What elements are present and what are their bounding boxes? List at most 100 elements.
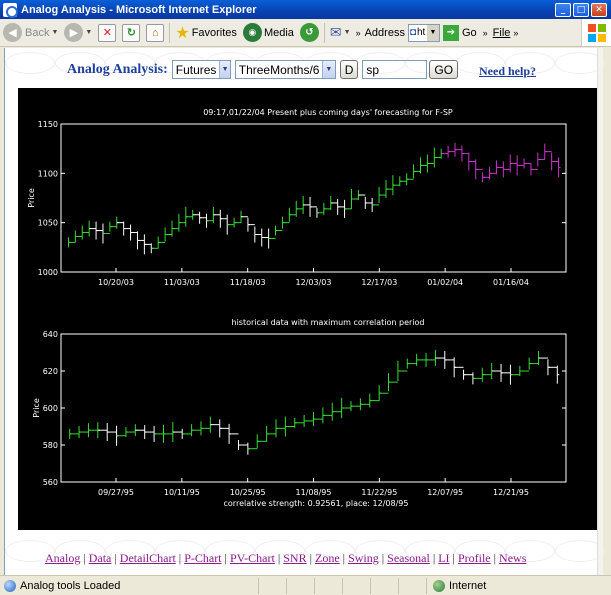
chart2-footer: correlative strength: 0.92561, place: 12… <box>224 499 409 508</box>
address-bar[interactable]: ◘ ht ▼ <box>407 23 440 42</box>
y-tick-label: 620 <box>43 367 58 376</box>
window-title: Analog Analysis - Microsoft Internet Exp… <box>21 3 257 16</box>
windows-logo-icon <box>581 19 611 46</box>
security-zone: Internet <box>426 577 486 594</box>
file-menu[interactable]: File <box>492 26 511 39</box>
scrollbar[interactable] <box>597 48 603 575</box>
go-submit-button[interactable]: GO <box>429 60 459 79</box>
nav-link-analog[interactable]: Analog <box>45 551 81 565</box>
y-tick-label: 1050 <box>38 219 58 228</box>
nav-link-profile[interactable]: Profile <box>457 551 491 565</box>
forward-button[interactable]: ▶ ▼ <box>61 21 95 45</box>
help-link[interactable]: Need help? <box>479 64 536 78</box>
x-tick-label: 09/27/95 <box>98 488 134 497</box>
watermark-ellipse <box>455 540 505 562</box>
brand-label: Analog Analysis: <box>67 61 168 77</box>
watermark-ellipse <box>105 52 155 74</box>
browser-toolbar: ◀ Back ▼ ▶ ▼ ✕ ↻ ⌂ ★ Favorites ◉ Media ↺… <box>0 19 611 47</box>
link-separator: | <box>432 551 436 565</box>
link-separator: | <box>493 551 497 565</box>
minimize-button[interactable]: _ <box>555 2 571 17</box>
y-tick-label: 1100 <box>38 169 58 178</box>
address-label: Address <box>364 26 405 39</box>
home-icon: ⌂ <box>146 23 165 42</box>
media-button[interactable]: ◉ Media <box>240 21 297 45</box>
x-tick-label: 10/20/03 <box>98 278 134 287</box>
chart2-x-ticks: 09/27/95 10/11/95 10/25/95 11/08/95 11/22/95… <box>98 478 529 497</box>
watermark-ellipse <box>55 540 105 562</box>
watermark-ellipse <box>505 52 555 74</box>
mail-icon: ✉ <box>329 24 342 40</box>
watermark-ellipse <box>205 540 255 562</box>
chevron-down-icon[interactable]: ▼ <box>426 24 439 41</box>
x-tick-label: 12/21/95 <box>493 488 529 497</box>
link-separator: | <box>224 551 227 565</box>
toolbar-overflow-icon[interactable]: » <box>482 27 488 38</box>
status-bar: Analog tools Loaded Internet <box>0 575 611 595</box>
d-button[interactable]: D <box>339 60 359 79</box>
watermark-ellipse <box>155 540 205 562</box>
x-tick-label: 11/18/03 <box>230 278 266 287</box>
status-text: Analog tools Loaded <box>20 579 121 592</box>
link-separator: | <box>277 551 281 565</box>
charts-svg: 09:17,01/22/04 Present plus coming days'… <box>27 108 567 508</box>
nav-link-pv-chart[interactable]: PV-Chart <box>229 551 275 565</box>
chart1-ylabel: Price <box>27 188 36 208</box>
watermark-ellipse <box>405 540 455 562</box>
y-tick-label: 1000 <box>38 268 58 277</box>
home-button[interactable]: ⌂ <box>143 21 167 45</box>
nav-link-seasonal[interactable]: Seasonal <box>387 551 430 565</box>
chart2-series <box>69 350 560 455</box>
nav-link-snr[interactable]: SNR <box>283 551 307 565</box>
y-tick-label: 1150 <box>38 120 58 129</box>
toolbar-divider <box>323 22 325 43</box>
back-arrow-icon: ◀ <box>3 23 22 42</box>
maximize-button[interactable]: □ <box>573 2 589 17</box>
x-tick-label: 12/17/03 <box>361 278 397 287</box>
ie-page-icon <box>4 579 16 592</box>
nav-link-detailchart[interactable]: DetailChart <box>119 551 176 565</box>
nav-link-news[interactable]: News <box>499 551 527 565</box>
chevron-down-icon: ▼ <box>343 29 351 36</box>
nav-link-li[interactable]: LI <box>438 551 450 565</box>
history-button[interactable]: ↺ <box>297 21 322 45</box>
x-tick-label: 12/03/03 <box>296 278 332 287</box>
refresh-button[interactable]: ↻ <box>119 21 143 45</box>
favorites-button[interactable]: ★ Favorites <box>175 24 237 42</box>
media-globe-icon: ◉ <box>242 23 262 42</box>
x-tick-label: 11/03/03 <box>164 278 200 287</box>
back-button[interactable]: ◀ Back ▼ <box>0 21 61 45</box>
stop-button[interactable]: ✕ <box>95 21 119 45</box>
nav-link-p-chart[interactable]: P-Chart <box>184 551 222 565</box>
watermark-ellipse <box>5 52 55 74</box>
chevron-down-icon: ▼ <box>51 29 59 36</box>
nav-link-data[interactable]: Data <box>88 551 112 565</box>
chart1-y-ticks: 1000 1050 1100 1150 <box>38 120 566 277</box>
toolbar-divider <box>169 22 171 43</box>
chart1-series <box>67 142 561 255</box>
link-separator: | <box>114 551 117 565</box>
y-tick-label: 560 <box>43 478 58 487</box>
nav-link-zone[interactable]: Zone <box>315 551 340 565</box>
close-button[interactable]: ✕ <box>591 2 607 17</box>
ie-icon <box>3 2 18 18</box>
toolbar-overflow-icon[interactable]: » <box>355 27 361 38</box>
link-separator: | <box>178 551 182 565</box>
page-icon: ◘ <box>409 27 416 38</box>
mail-button[interactable]: ✉ ▼ <box>327 21 354 45</box>
link-separator: | <box>381 551 385 565</box>
go-button[interactable]: ➔ Go <box>440 21 480 45</box>
period-select[interactable]: ThreeMonths/63 ▼ <box>234 60 336 79</box>
nav-link-swing[interactable]: Swing <box>348 551 379 565</box>
star-icon: ★ <box>175 24 190 42</box>
x-tick-label: 01/16/04 <box>493 278 529 287</box>
market-select[interactable]: Futures ▼ <box>171 60 231 79</box>
menu-overflow-icon[interactable]: » <box>513 27 519 38</box>
watermark-ellipse <box>555 52 605 74</box>
link-separator: | <box>342 551 346 565</box>
refresh-icon: ↻ <box>122 23 141 42</box>
chart2-ylabel: Price <box>32 398 41 418</box>
analysis-form: Analog Analysis: Futures ▼ ThreeMonths/6… <box>67 60 462 79</box>
symbol-input[interactable]: sp <box>362 60 428 79</box>
chevron-down-icon: ▼ <box>85 29 93 36</box>
